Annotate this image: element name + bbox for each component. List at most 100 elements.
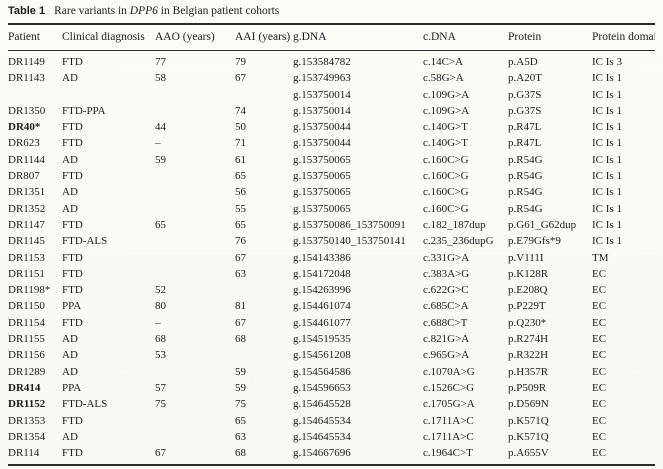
cell-clinical-diagnosis: FTD-ALS — [62, 398, 108, 411]
cell-clinical-diagnosis: AD — [62, 202, 78, 215]
cell-patient: DR114 — [8, 447, 40, 460]
table-row: DR1152 FTD-ALS 75 75 g.154645528 c.1705G… — [8, 396, 655, 412]
cell-protein: p.R54G — [508, 170, 543, 183]
table-header: Patient Clinical diagnosis AAO (years) A… — [8, 23, 655, 51]
cell-aao — [155, 266, 235, 282]
cell-patient: DR1154 — [8, 316, 45, 329]
cell-cdna: c.160C>G — [423, 202, 469, 215]
cell-patient: DR1143 — [8, 72, 45, 85]
cell-protein-domain: EC — [592, 365, 607, 378]
cell-cdna: c.331G>A — [423, 251, 470, 264]
cell-clinical-diagnosis: FTD — [62, 316, 83, 329]
cell-protein-domain: TM — [592, 251, 609, 264]
col-header-gdna: g.DNA — [293, 23, 423, 51]
cell-cdna: c.109G>A — [423, 88, 470, 101]
cell-clinical-diagnosis: FTD — [62, 121, 83, 134]
table-row: DR1150 PPA 80 81 g.154461074 c.685C>A p.… — [8, 298, 655, 314]
cell-patient: DR1289 — [8, 365, 46, 378]
cell-gdna: g.153750044 — [293, 121, 351, 134]
cell-gdna: g.153750065 — [293, 170, 351, 183]
cell-aai: 67 — [235, 316, 246, 329]
col-header-cdna: c.DNA — [423, 23, 508, 51]
cell-patient: DR1354 — [8, 430, 46, 443]
col-header-clinical-diagnosis: Clinical diagnosis — [62, 23, 155, 51]
table-row: DR1353 FTD 65 g.154645534 c.1711A>C p.K5… — [8, 413, 655, 429]
cell-gdna: g.154143386 — [293, 251, 351, 264]
cell-clinical-diagnosis: AD — [62, 365, 78, 378]
cell-clinical-diagnosis: FTD — [62, 251, 83, 264]
cell-aai — [235, 282, 293, 298]
cell-aai: 59 — [235, 381, 246, 394]
cell-aao: 44 — [155, 121, 166, 134]
cell-patient: DR414 — [8, 381, 41, 394]
cell-aao — [155, 413, 235, 429]
cell-cdna: c.1705G>A — [423, 398, 475, 411]
cell-aai: 50 — [235, 121, 246, 134]
table-row: DR1351 AD 56 g.153750065 c.160C>G p.R54G… — [8, 184, 655, 200]
table-body: DR1149 FTD 77 79 g.153584782 c.14C>A p.A… — [8, 51, 655, 466]
cell-clinical-diagnosis — [62, 87, 155, 103]
table-row: DR114 FTD 67 68 g.154667696 c.1964C>T p.… — [8, 445, 655, 465]
cell-patient: DR1150 — [8, 300, 45, 313]
cell-clinical-diagnosis: PPA — [62, 300, 82, 313]
cell-protein: p.G37S — [508, 104, 542, 117]
cell-protein-domain: IC Is 1 — [592, 121, 622, 134]
table-row: DR1289 AD 59 g.154564586 c.1070A>G p.H35… — [8, 364, 655, 380]
cell-patient: DR1156 — [8, 349, 45, 362]
cell-cdna: c.160C>G — [423, 170, 469, 183]
cell-protein-domain: EC — [592, 398, 607, 411]
cell-protein: p.A20T — [508, 72, 542, 85]
table-row: DR1145 FTD-ALS 76 g.153750140_153750141 … — [8, 233, 655, 249]
cell-protein-domain: EC — [592, 349, 607, 362]
cell-aai: 67 — [235, 72, 246, 85]
cell-gdna: g.153750044 — [293, 137, 351, 150]
cell-protein: p.R322H — [508, 349, 549, 362]
cell-protein: p.R54G — [508, 202, 543, 215]
table-row: DR1143 AD 58 67 g.153749963 c.58G>A p.A2… — [8, 70, 655, 86]
table-row: DR1350 FTD-PPA 74 g.153750014 c.109G>A p… — [8, 103, 655, 119]
cell-cdna: c.685C>A — [423, 300, 469, 313]
table-row: DR1147 FTD 65 65 g.153750086_153750091 c… — [8, 217, 655, 233]
cell-gdna: g.154596653 — [293, 381, 351, 394]
cell-patient: DR1145 — [8, 235, 45, 248]
cell-clinical-diagnosis: PPA — [62, 381, 82, 394]
rare-variants-table: Patient Clinical diagnosis AAO (years) A… — [8, 23, 655, 466]
cell-aao — [155, 87, 235, 103]
table-row: DR1155 AD 68 68 g.154519535 c.821G>A p.R… — [8, 331, 655, 347]
cell-patient: DR1152 — [8, 398, 46, 411]
cell-cdna: c.688C>T — [423, 316, 468, 329]
table-caption-label: Table 1 — [8, 5, 46, 17]
cell-protein-domain: EC — [592, 333, 607, 346]
cell-aai: 56 — [235, 186, 246, 199]
cell-cdna: c.109G>A — [423, 104, 470, 117]
cell-aai: 55 — [235, 202, 246, 215]
cell-patient: DR623 — [8, 137, 40, 150]
cell-protein-domain: EC — [592, 430, 607, 443]
cell-cdna: c.1711A>C — [423, 414, 474, 427]
col-header-protein-domain: Protein domain — [592, 23, 655, 51]
table-row: g.153750014 c.109G>A p.G37S IC Is 1 — [8, 87, 655, 103]
table-row: DR40* FTD 44 50 g.153750044 c.140G>T p.R… — [8, 119, 655, 135]
cell-protein-domain: EC — [592, 300, 607, 313]
cell-aao: 58 — [155, 72, 166, 85]
cell-aao: 53 — [155, 349, 166, 362]
cell-protein-domain: IC Is 1 — [592, 137, 622, 150]
cell-protein-domain: IC Is 1 — [592, 104, 622, 117]
cell-gdna: g.153750065 — [293, 202, 351, 215]
cell-aai: 65 — [235, 414, 246, 427]
cell-protein-domain: IC Is 1 — [592, 202, 622, 215]
cell-gdna: g.153750086_153750091 — [293, 218, 406, 231]
cell-aai: 74 — [235, 104, 246, 117]
cell-protein: p.P229T — [508, 300, 546, 313]
cell-aai: 79 — [235, 56, 246, 68]
cell-aao — [155, 168, 235, 184]
cell-aao — [155, 103, 235, 119]
cell-protein: p.R54G — [508, 186, 543, 199]
cell-aao: 59 — [155, 153, 166, 166]
cell-protein-domain: IC Is 1 — [592, 218, 622, 231]
table-row: DR1198* FTD 52 g.154263996 c.622G>C p.E2… — [8, 282, 655, 298]
cell-aao: 52 — [155, 284, 166, 297]
cell-protein-domain: EC — [592, 284, 607, 297]
cell-protein: p.K571Q — [508, 430, 549, 443]
cell-patient: DR1144 — [8, 153, 45, 166]
